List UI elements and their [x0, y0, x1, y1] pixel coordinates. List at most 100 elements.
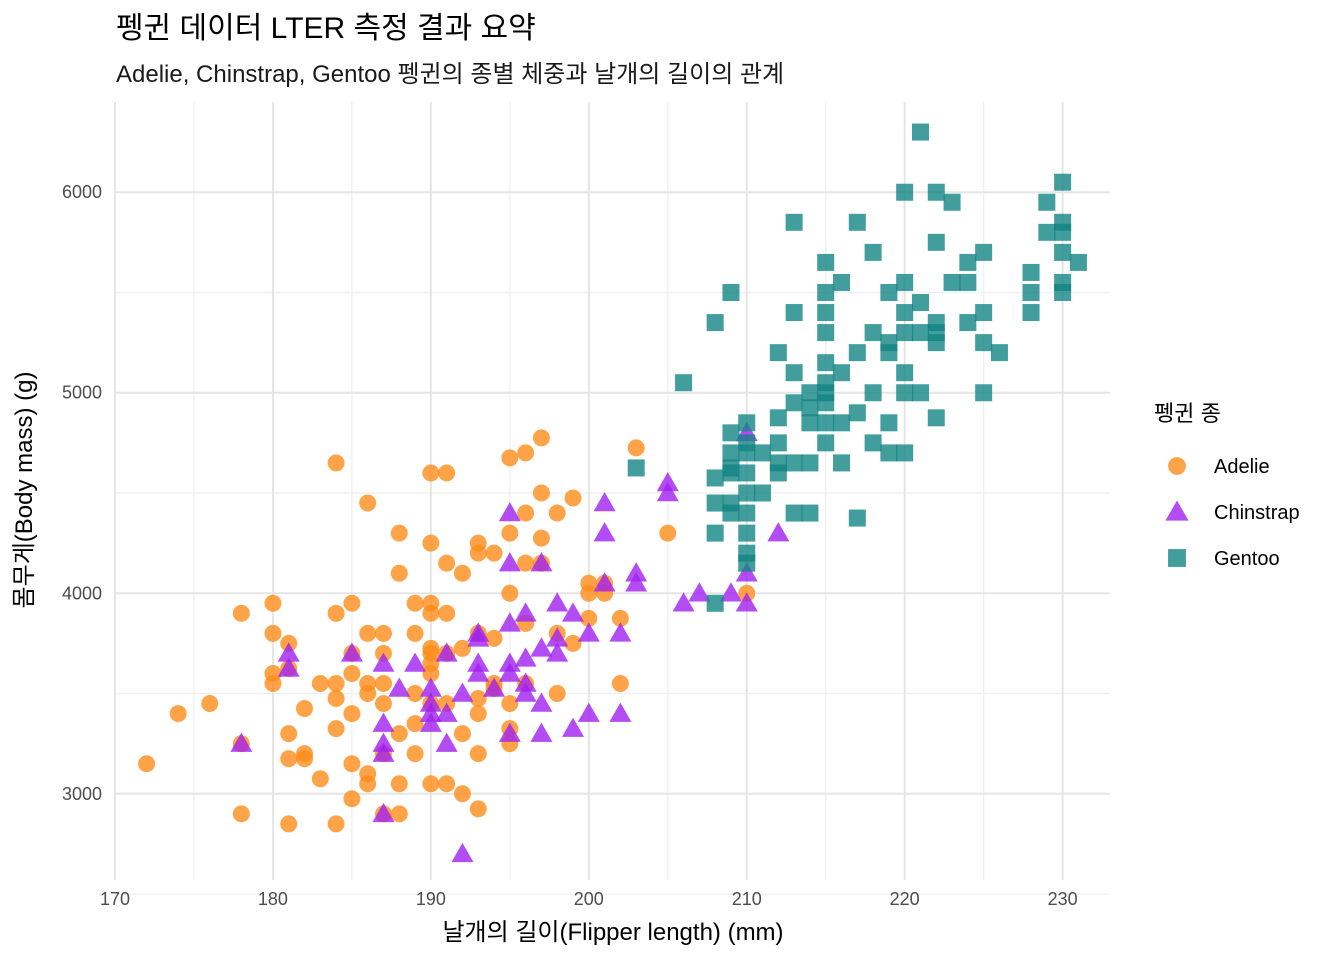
- chinstrap-point: [530, 637, 553, 657]
- chinstrap-point: [498, 662, 521, 682]
- gentoo-point: [769, 344, 787, 362]
- chinstrap-point: [625, 572, 648, 592]
- gentoo-point: [833, 414, 851, 432]
- chinstrap-point: [467, 662, 490, 682]
- adelie-point: [580, 584, 598, 602]
- gentoo-point: [896, 384, 914, 402]
- chinstrap-point: [404, 652, 427, 672]
- data-points: [138, 123, 1087, 863]
- adelie-point: [469, 745, 487, 763]
- gentoo-point: [911, 324, 929, 342]
- gentoo-point: [801, 504, 819, 522]
- gentoo-point: [754, 484, 772, 502]
- gentoo-point: [722, 283, 740, 301]
- adelie-point: [359, 685, 377, 703]
- adelie-point: [501, 584, 519, 602]
- series-adelie: [138, 429, 756, 833]
- adelie-point: [485, 629, 503, 647]
- chinstrap-point: [419, 702, 442, 722]
- gentoo-point: [927, 409, 945, 427]
- gentoo-point: [1054, 223, 1072, 241]
- adelie-point: [327, 454, 345, 472]
- chinstrap-point: [593, 522, 616, 542]
- gentoo-point: [864, 243, 882, 261]
- gentoo-point: [1022, 304, 1040, 322]
- adelie-point: [406, 715, 424, 733]
- adelie-point: [343, 594, 361, 612]
- adelie-point: [296, 750, 314, 768]
- gentoo-point: [927, 183, 945, 201]
- series-gentoo: [627, 123, 1087, 612]
- chinstrap-point: [372, 712, 395, 732]
- gentoo-point: [817, 304, 835, 322]
- x-tick-label: 210: [732, 889, 762, 909]
- adelie-point: [327, 815, 345, 833]
- gentoo-point: [880, 283, 898, 301]
- adelie-point: [264, 624, 282, 642]
- adelie-point: [532, 529, 550, 547]
- adelie-point: [517, 444, 535, 462]
- chinstrap-point: [514, 682, 537, 702]
- gentoo-point: [833, 364, 851, 382]
- gentoo-point: [785, 504, 803, 522]
- gentoo-point: [959, 314, 977, 332]
- y-tick-label: 6000: [62, 182, 102, 202]
- adelie-point: [517, 504, 535, 522]
- gentoo-point: [706, 594, 724, 612]
- gentoo-point: [896, 364, 914, 382]
- chinstrap-point: [593, 572, 616, 592]
- gentoo-point: [627, 459, 645, 477]
- adelie-point: [232, 604, 250, 622]
- adelie-point: [343, 755, 361, 773]
- chinstrap-point: [419, 712, 442, 732]
- chinstrap-point: [372, 802, 395, 823]
- adelie-point: [138, 755, 156, 773]
- chinstrap-point: [530, 722, 553, 742]
- chinstrap-point: [467, 652, 490, 672]
- chinstrap-point: [672, 592, 695, 612]
- gentoo-point: [975, 243, 993, 261]
- gentoo-point: [927, 233, 945, 251]
- gentoo-point: [722, 444, 740, 462]
- adelie-point: [296, 700, 314, 718]
- adelie-point: [374, 695, 392, 713]
- chinstrap-point: [546, 592, 569, 612]
- gentoo-point: [943, 193, 961, 211]
- legend-label-chinstrap: Chinstrap: [1214, 502, 1300, 524]
- chinstrap-point: [340, 642, 363, 662]
- chinstrap-point: [562, 602, 585, 622]
- gentoo-point: [754, 444, 772, 462]
- chart-title: 펭귄 데이터 LTER 측정 결과 요약: [116, 12, 536, 45]
- chinstrap-point: [577, 622, 600, 642]
- gentoo-point: [722, 464, 740, 482]
- gentoo-point: [864, 384, 882, 402]
- adelie-point: [374, 624, 392, 642]
- gentoo-point: [911, 384, 929, 402]
- chinstrap-point: [530, 552, 553, 572]
- legend-label-gentoo: Gentoo: [1214, 548, 1280, 570]
- chinstrap-point: [735, 562, 758, 582]
- gentoo-point: [817, 434, 835, 452]
- gentoo-point: [738, 504, 756, 522]
- adelie-point: [564, 489, 582, 507]
- gentoo-point: [738, 484, 756, 502]
- x-tick-label: 180: [258, 889, 288, 909]
- y-tick-label: 4000: [62, 583, 102, 603]
- gentoo-point: [785, 364, 803, 382]
- adelie-point: [438, 464, 456, 482]
- gentoo-point: [706, 524, 724, 542]
- gentoo-point: [785, 304, 803, 322]
- gentoo-point: [785, 454, 803, 472]
- gentoo-point: [801, 384, 819, 402]
- adelie-point: [453, 725, 471, 743]
- adelie-point: [232, 805, 250, 823]
- chinstrap-point: [546, 642, 569, 662]
- chinstrap-point: [419, 677, 442, 697]
- gentoo-point: [943, 273, 961, 291]
- adelie-point: [453, 785, 471, 803]
- gentoo-point: [738, 554, 756, 572]
- adelie-point: [201, 695, 219, 713]
- gentoo-point: [1038, 193, 1056, 211]
- legend-key-adelie: [1168, 457, 1186, 475]
- chinstrap-point: [577, 702, 600, 722]
